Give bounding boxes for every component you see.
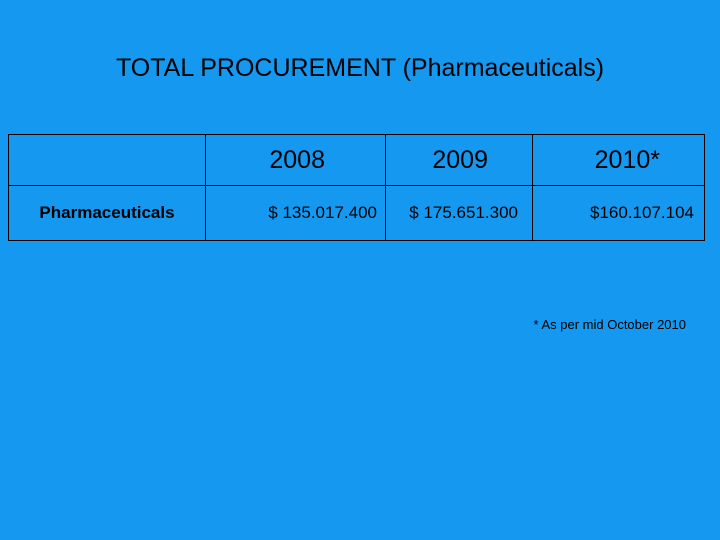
header-year-2008: 2008 — [205, 134, 386, 186]
value-2008: $ 135.017.400 — [205, 185, 386, 241]
header-year-2010: 2010* — [532, 134, 705, 186]
value-2010: $160.107.104 — [532, 185, 705, 241]
table-header-row: 2008 2009 2010* — [8, 134, 705, 186]
table-row: Pharmaceuticals $ 135.017.400 $ 175.651.… — [8, 185, 705, 241]
header-empty-cell — [8, 134, 206, 186]
procurement-table: 2008 2009 2010* Pharmaceuticals $ 135.01… — [8, 134, 705, 241]
footnote: * As per mid October 2010 — [533, 317, 686, 332]
row-label-pharmaceuticals: Pharmaceuticals — [8, 185, 206, 241]
value-2009: $ 175.651.300 — [385, 185, 533, 241]
slide-title: TOTAL PROCUREMENT (Pharmaceuticals) — [115, 54, 605, 82]
header-year-2009: 2009 — [385, 134, 533, 186]
